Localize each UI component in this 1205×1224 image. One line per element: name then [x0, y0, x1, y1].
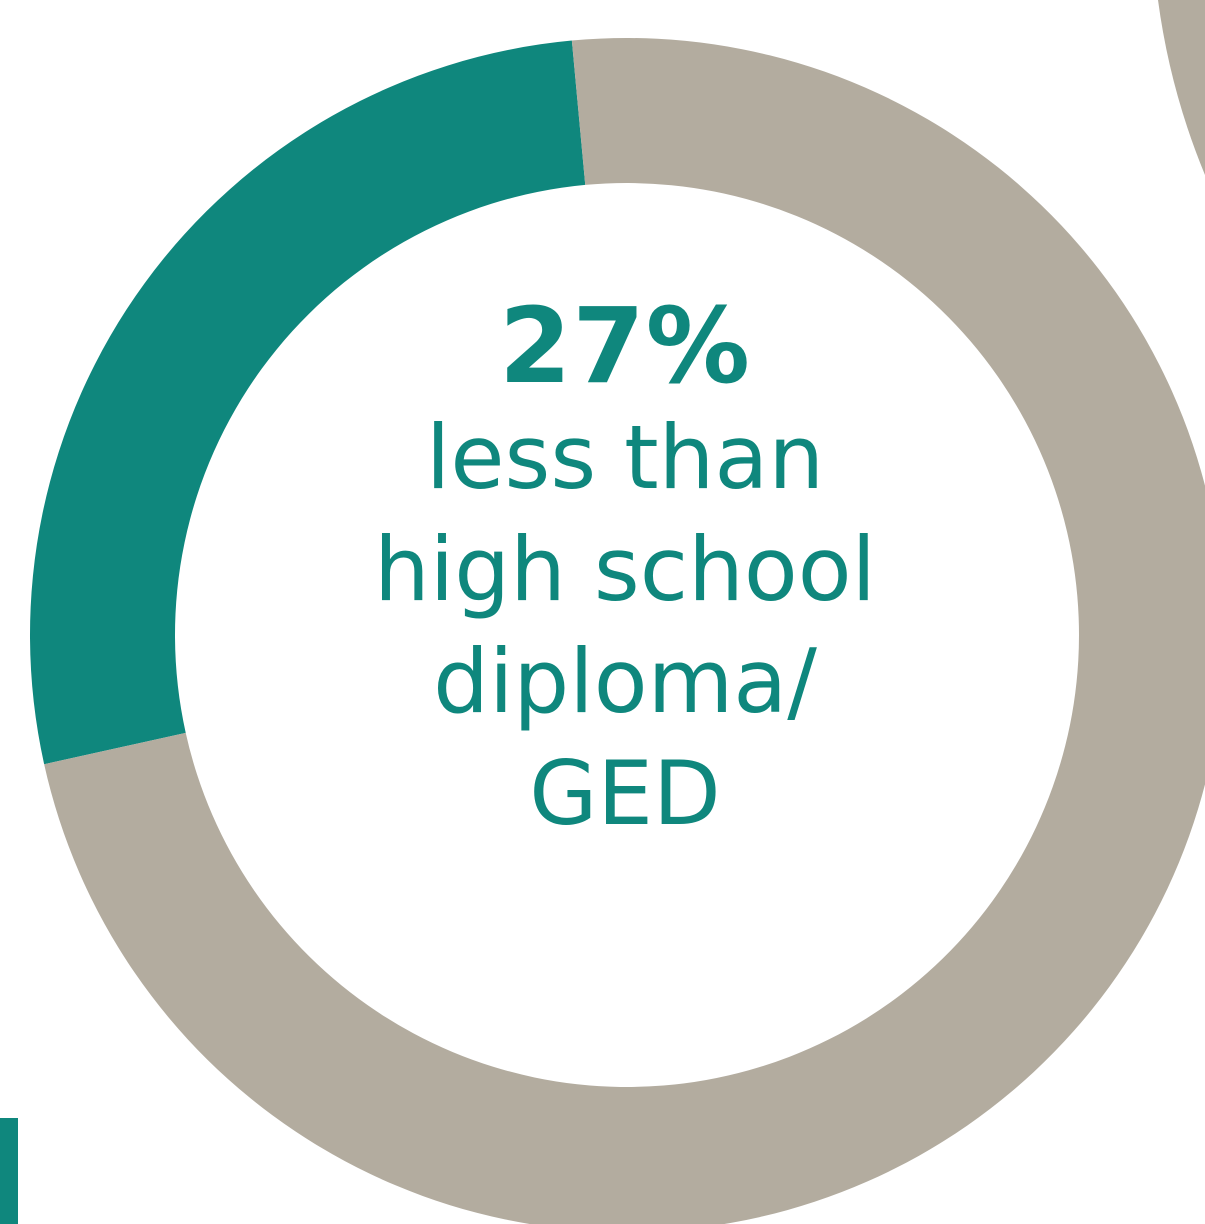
center-percentage: 27% [499, 285, 751, 407]
center-label-line-2: high school [374, 518, 876, 621]
donut-slice-1 [29, 40, 586, 765]
center-label: 27% less than high school diploma/ GED [270, 290, 980, 850]
donut-slices [29, 38, 1205, 1224]
center-label-line-3: diploma/ [433, 630, 817, 733]
center-label-line-4: GED [529, 742, 721, 845]
cropped-label-fragment [0, 1118, 18, 1224]
adjacent-donut-ring-fragment [1158, 0, 1205, 175]
center-label-line-1: less than [425, 406, 825, 509]
